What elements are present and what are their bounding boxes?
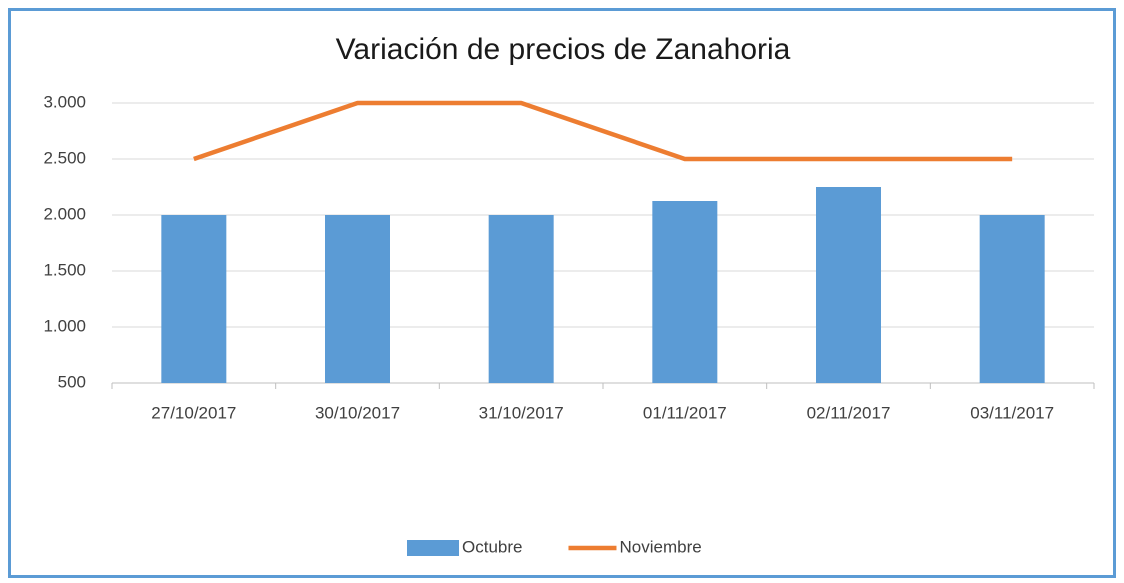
x-tick-label: 01/11/2017 [643, 403, 727, 422]
bar [325, 215, 390, 383]
bar [979, 215, 1045, 383]
y-tick-label: 1.500 [43, 260, 86, 279]
bar [652, 201, 718, 383]
y-tick-label: 2.000 [43, 204, 86, 223]
x-tick-label: 31/10/2017 [479, 403, 564, 422]
y-tick-label: 2.500 [43, 148, 86, 167]
bar [161, 215, 227, 383]
legend-label: Octubre [462, 537, 522, 556]
y-tick-label: 1.000 [43, 316, 86, 335]
bar [488, 215, 554, 383]
x-tick-label: 02/11/2017 [807, 403, 891, 422]
legend-label: Noviembre [619, 537, 701, 556]
bar [816, 187, 881, 383]
x-tick-label: 27/10/2017 [151, 403, 236, 422]
x-tick-label: 03/11/2017 [970, 403, 1054, 422]
legend-swatch [407, 540, 459, 556]
chart-title: Variación de precios de Zanahoria [336, 33, 791, 66]
y-tick-label: 500 [58, 372, 86, 391]
line [193, 100, 1013, 162]
x-tick-label: 30/10/2017 [315, 403, 400, 422]
y-tick-label: 3.000 [43, 92, 86, 111]
